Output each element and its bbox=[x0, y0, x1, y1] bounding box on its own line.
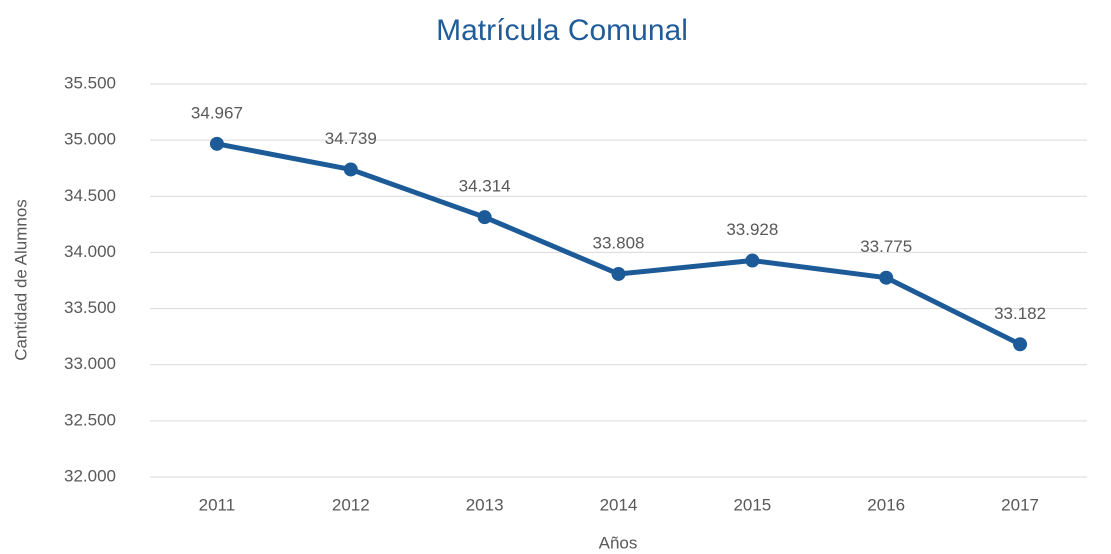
y-tick-label: 34.500 bbox=[64, 186, 116, 205]
data-label: 34.967 bbox=[191, 103, 243, 122]
data-label: 34.314 bbox=[459, 177, 511, 196]
x-tick-label: 2015 bbox=[733, 495, 771, 514]
y-axis-label: Cantidad de Alumnos bbox=[11, 199, 30, 361]
data-point bbox=[477, 210, 492, 225]
y-tick-label: 34.000 bbox=[64, 242, 116, 261]
x-tick-label: 2014 bbox=[600, 495, 638, 514]
data-label: 33.808 bbox=[593, 233, 645, 252]
data-label: 34.739 bbox=[325, 129, 377, 148]
data-label: 33.182 bbox=[994, 304, 1046, 323]
x-tick-label: 2011 bbox=[199, 495, 236, 514]
data-label: 33.928 bbox=[726, 220, 778, 239]
y-tick-label: 33.000 bbox=[64, 354, 116, 373]
chart-title: Matrícula Comunal bbox=[436, 14, 688, 47]
y-tick-label: 32.000 bbox=[64, 466, 116, 485]
x-tick-label: 2013 bbox=[466, 495, 504, 514]
data-point bbox=[343, 162, 358, 177]
y-tick-label: 35.500 bbox=[64, 73, 116, 92]
data-point bbox=[209, 136, 224, 151]
y-tick-label: 33.500 bbox=[64, 298, 116, 317]
data-point bbox=[611, 266, 626, 281]
x-tick-label: 2016 bbox=[867, 495, 905, 514]
x-tick-label: 2017 bbox=[1001, 495, 1039, 514]
data-point bbox=[745, 253, 760, 268]
data-point bbox=[1013, 337, 1028, 352]
x-axis-label: Años bbox=[599, 533, 638, 552]
data-point bbox=[879, 270, 894, 285]
x-tick-label: 2012 bbox=[332, 495, 370, 514]
data-label: 33.775 bbox=[860, 237, 912, 256]
y-tick-label: 32.500 bbox=[64, 410, 116, 429]
y-tick-label: 35.000 bbox=[64, 130, 116, 149]
